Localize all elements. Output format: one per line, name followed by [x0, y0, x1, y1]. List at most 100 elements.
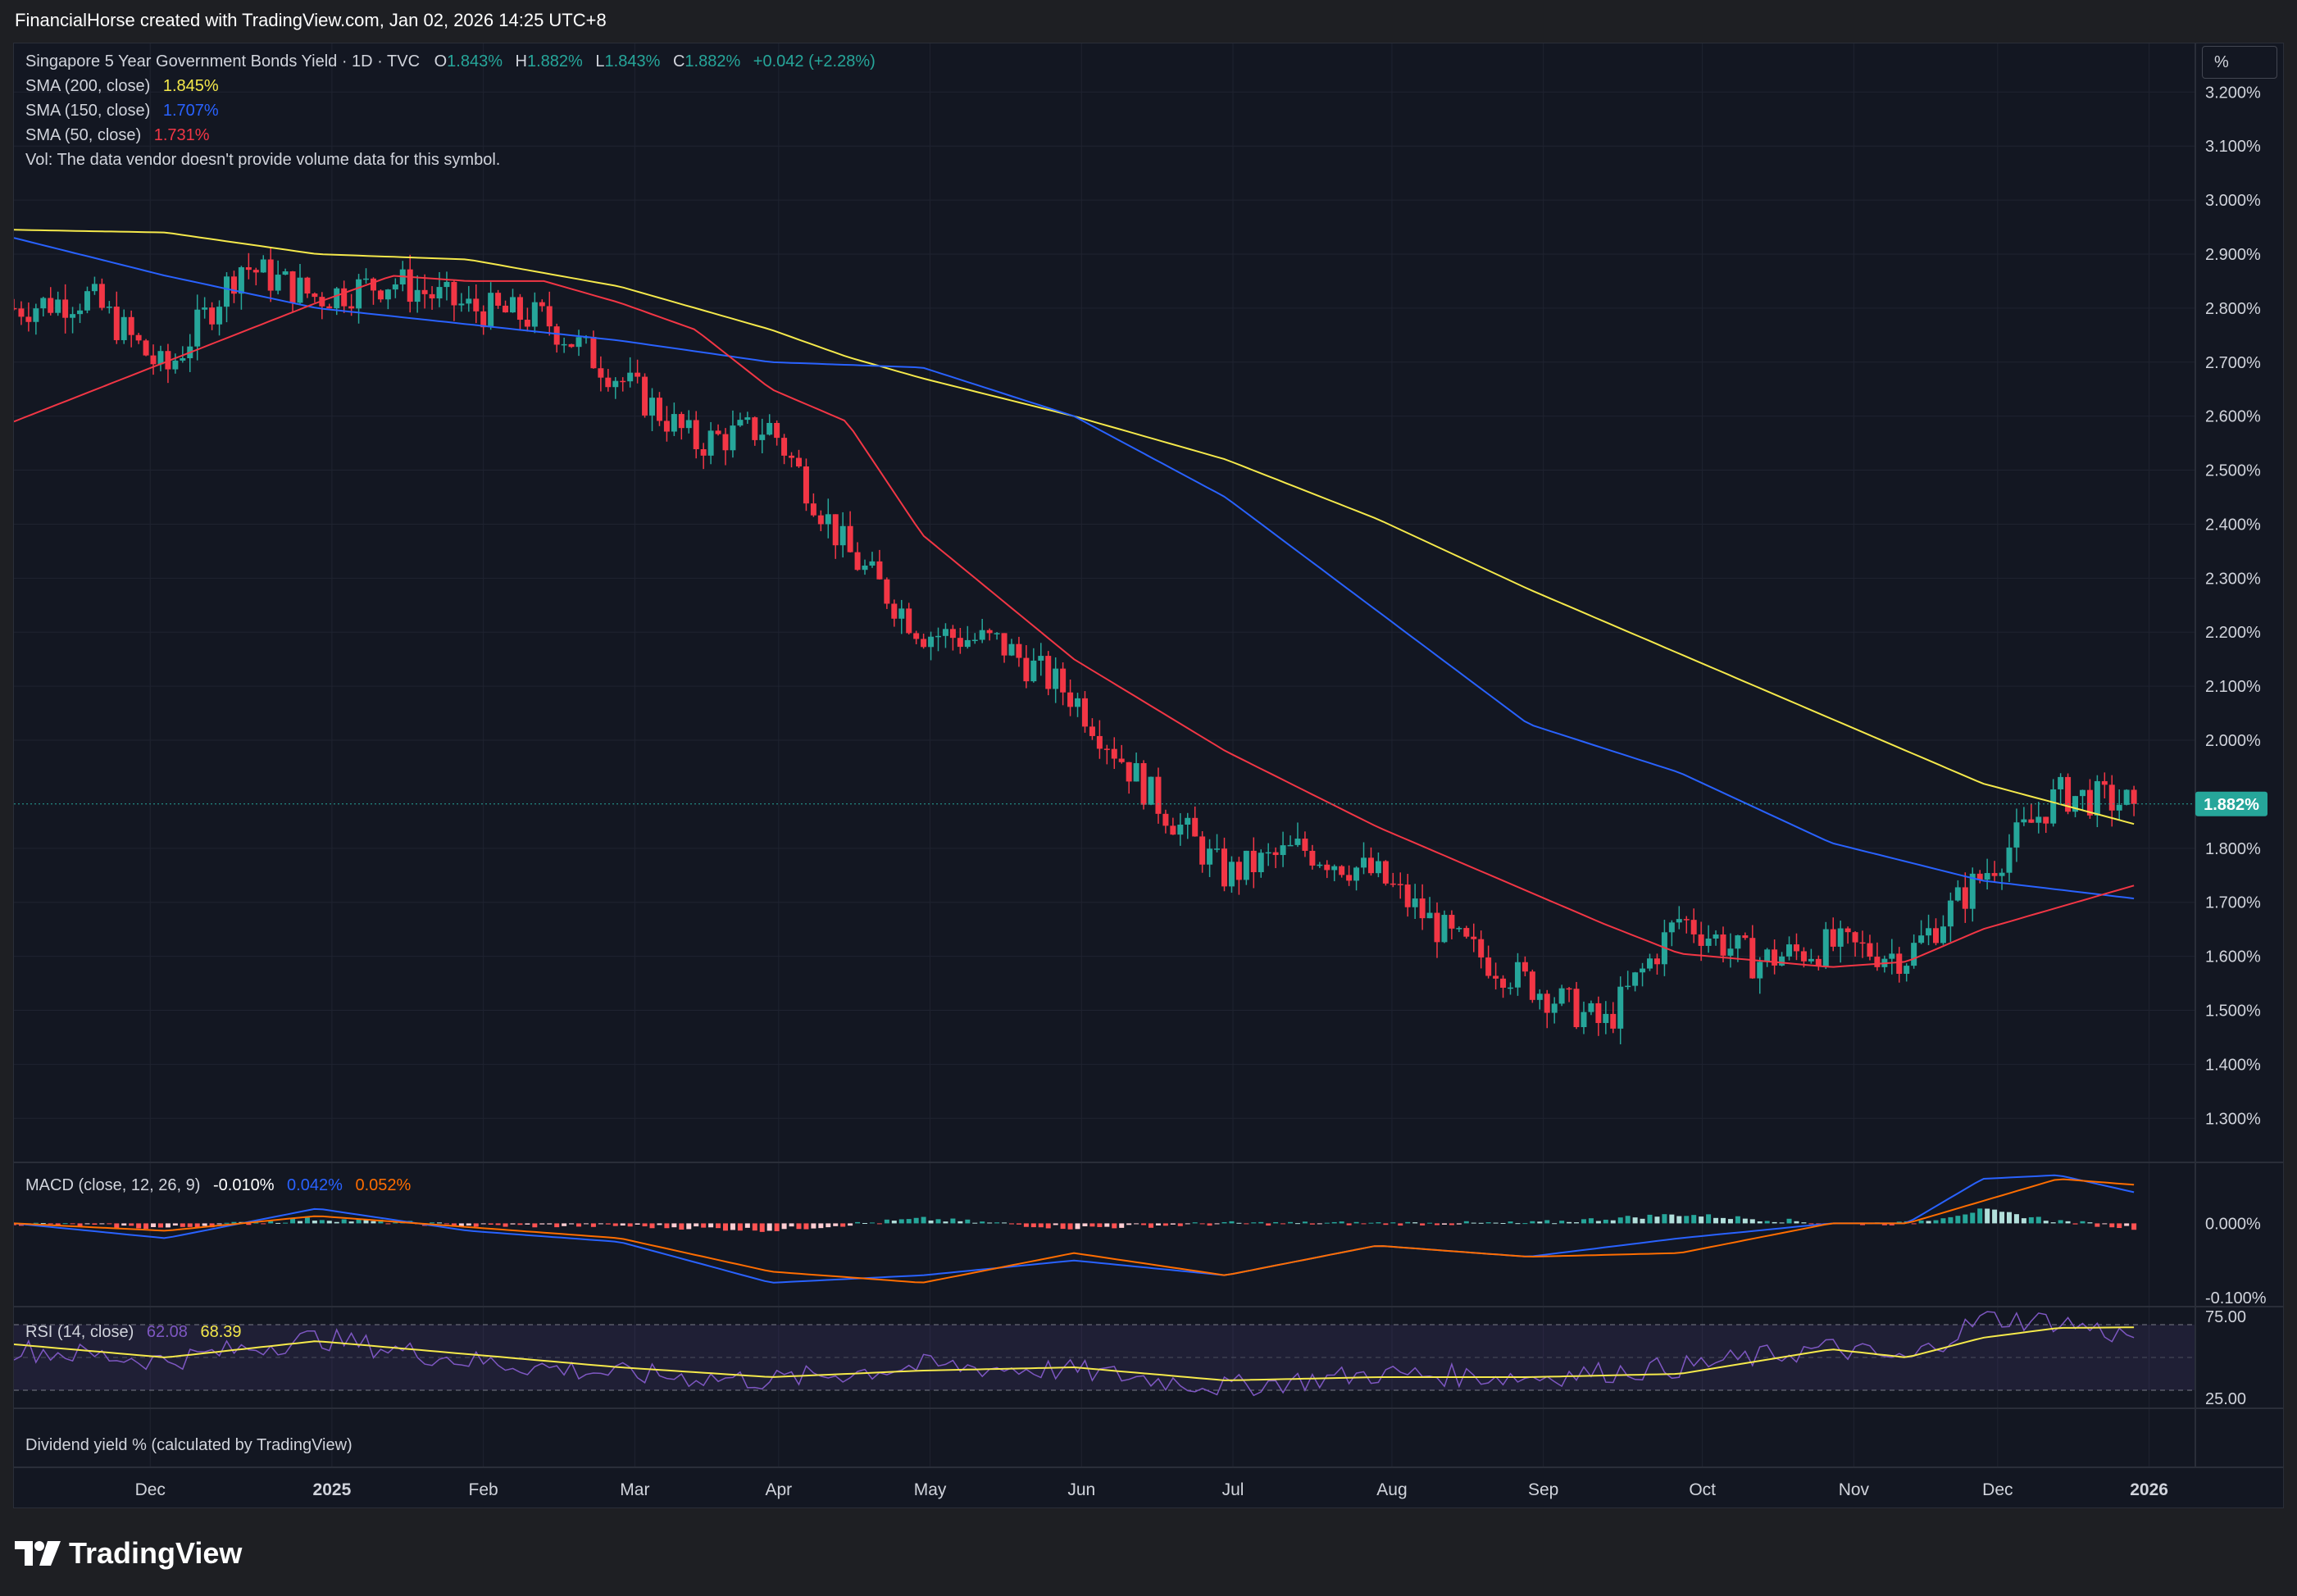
macd-bar — [1273, 1221, 1279, 1224]
macd-bar — [1801, 1222, 1807, 1224]
candle-body — [524, 320, 530, 327]
macd-bar — [554, 1223, 560, 1228]
candle-body — [106, 307, 112, 308]
macd-bar — [363, 1219, 369, 1224]
candle-body — [627, 372, 634, 382]
candle-body — [774, 422, 780, 439]
candle-body — [1764, 949, 1771, 962]
candle-body — [986, 630, 993, 634]
candle-body — [1507, 987, 1513, 989]
macd-bar — [635, 1223, 640, 1225]
candle-body — [1713, 934, 1719, 939]
macd-bar — [671, 1223, 677, 1228]
macd-lines — [14, 1174, 2135, 1284]
candle-body — [1690, 920, 1697, 934]
macd-bar — [62, 1223, 68, 1225]
sma200-label: SMA (200, close) — [25, 77, 150, 95]
macd-bar — [2043, 1221, 2049, 1224]
candle-body — [1852, 932, 1858, 943]
macd-bar — [657, 1223, 662, 1225]
candle-body — [341, 288, 348, 307]
price-axis[interactable]: 3.200% 3.100% 3.000% 2.900% 2.800% 2.700% 2.60… — [2205, 84, 2261, 1128]
macd-bar — [451, 1223, 457, 1227]
macd-tick-label: -0.100% — [2205, 1289, 2267, 1307]
macd-axis[interactable]: 0.000% -0.100% — [2205, 1215, 2267, 1307]
candle-body — [1757, 962, 1763, 979]
macd-bar — [114, 1223, 120, 1229]
candle-body — [1449, 915, 1455, 929]
macd-bar — [796, 1223, 802, 1230]
time-tick-label: Aug — [1376, 1480, 1407, 1499]
candle-body — [817, 515, 824, 525]
tradingview-brand[interactable]: TradingView — [15, 1533, 242, 1574]
candle-body — [1367, 857, 1374, 874]
candle-body — [238, 267, 244, 294]
candle-body — [1456, 928, 1462, 930]
candle-body — [377, 290, 384, 300]
macd-line — [14, 1174, 2135, 1284]
candle-body — [1060, 668, 1067, 693]
time-axis[interactable]: Dec 2025 Feb Mar Apr May Jun Jul Aug Sep Oct Nov Dec… — [135, 1480, 2168, 1499]
macd-bar — [385, 1223, 391, 1225]
candle-body — [553, 326, 560, 345]
candle-body — [2050, 789, 2057, 824]
candle-body — [1640, 968, 1646, 973]
macd-bar — [466, 1223, 471, 1226]
candle-body — [1081, 698, 1088, 727]
dividend-yield-label[interactable]: Dividend yield % (calculated by TradingV… — [25, 1436, 353, 1454]
main-legend[interactable]: Singapore 5 Year Government Bonds Yield … — [25, 52, 876, 169]
macd-bar — [686, 1223, 692, 1230]
macd-bar — [884, 1219, 889, 1224]
macd-bar — [194, 1223, 200, 1228]
sma50-value: 1.731% — [154, 126, 210, 144]
macd-bar — [833, 1223, 839, 1226]
macd-bar — [562, 1223, 567, 1226]
candle-body — [730, 425, 736, 451]
macd-bar — [458, 1223, 464, 1227]
rsi-axis[interactable]: 75.00 25.00 — [2205, 1308, 2246, 1408]
change-value: +0.042 (+2.28%) — [753, 52, 876, 70]
macd-bar — [1251, 1222, 1257, 1224]
macd-bar — [950, 1218, 956, 1224]
macd-bar — [774, 1223, 780, 1231]
candle-body — [971, 639, 978, 642]
macd-bar — [590, 1223, 596, 1227]
rsi-legend[interactable]: RSI (14, close) 62.08 68.39 — [25, 1323, 242, 1341]
price-tick-label: 2.500% — [2205, 462, 2261, 480]
candle-body — [135, 334, 142, 341]
candle-body — [1822, 929, 1829, 966]
candle-body — [715, 430, 721, 434]
macd-legend[interactable]: MACD (close, 12, 26, 9) -0.010% 0.042% 0… — [25, 1176, 412, 1194]
macd-bar — [1302, 1221, 1308, 1224]
low-key: L — [595, 52, 604, 70]
macd-bar — [708, 1223, 714, 1228]
sma-lines — [14, 229, 2135, 968]
candle-body — [1933, 928, 1940, 944]
candle-body — [40, 298, 47, 309]
rsi-tick-label: 75.00 — [2205, 1308, 2246, 1326]
units-button[interactable]: % — [2202, 46, 2277, 79]
candle-body — [810, 503, 816, 516]
macd-bar — [1485, 1222, 1491, 1224]
candle-body — [1089, 726, 1095, 736]
price-tick-label: 1.500% — [2205, 1002, 2261, 1020]
macd-bar — [246, 1223, 252, 1225]
macd-bar — [129, 1223, 134, 1226]
macd-signal-line — [14, 1178, 2135, 1284]
candle-body — [898, 608, 905, 619]
macd-bar — [1119, 1223, 1125, 1228]
candle-body — [312, 293, 318, 298]
sma150-value: 1.707% — [163, 102, 219, 120]
macd-bar — [393, 1222, 398, 1224]
candle-body — [1668, 922, 1675, 933]
candle-body — [1419, 898, 1426, 919]
macd-bar — [334, 1221, 339, 1224]
macd-bar — [1933, 1220, 1939, 1224]
candle-body — [480, 311, 487, 328]
macd-bar — [1588, 1218, 1594, 1224]
candle-body — [466, 298, 472, 304]
macd-bar — [503, 1223, 508, 1227]
candle-body — [700, 448, 707, 456]
macd-bar — [1948, 1216, 1954, 1224]
